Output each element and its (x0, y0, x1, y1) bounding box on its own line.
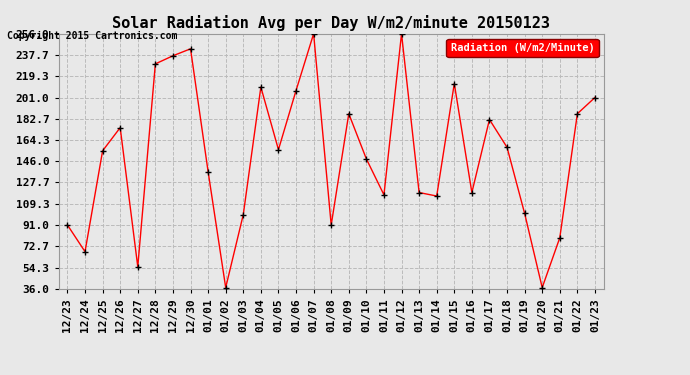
Legend: Radiation (W/m2/Minute): Radiation (W/m2/Minute) (446, 39, 598, 57)
Text: Copyright 2015 Cartronics.com: Copyright 2015 Cartronics.com (7, 32, 177, 41)
Title: Solar Radiation Avg per Day W/m2/minute 20150123: Solar Radiation Avg per Day W/m2/minute … (112, 15, 550, 31)
